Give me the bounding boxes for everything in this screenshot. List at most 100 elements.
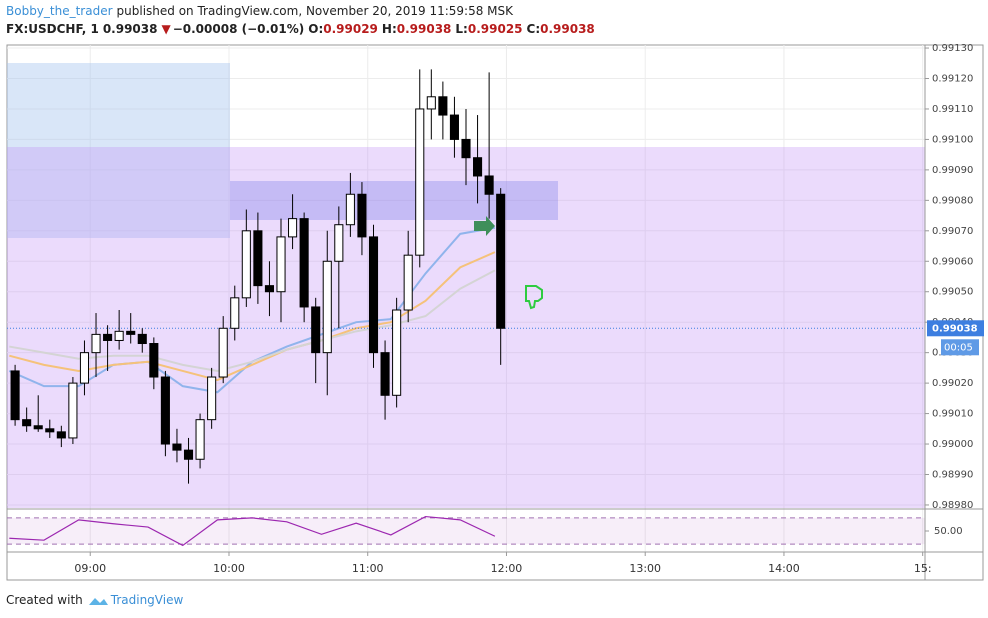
candle-body xyxy=(368,236,379,354)
author: Bobby_the_trader xyxy=(6,4,113,18)
ma-line xyxy=(9,269,496,372)
candle-body xyxy=(22,419,32,427)
price-tag xyxy=(927,320,984,337)
x-tick-label: 14:00 xyxy=(768,562,800,575)
candle-body xyxy=(241,230,251,299)
candle-body xyxy=(160,376,170,445)
x-tick-label: 15: xyxy=(914,562,932,575)
footer: Created with TradingView xyxy=(6,593,187,608)
candle-body xyxy=(230,297,240,329)
y-tick-label: 0.99120 xyxy=(932,74,973,85)
candle-body xyxy=(183,449,194,460)
header-line: Bobby_the_trader published on TradingView… xyxy=(6,4,517,18)
ohlc-label: L: xyxy=(455,22,468,36)
candle-body xyxy=(218,327,228,378)
countdown-label: 00:05 xyxy=(944,342,973,353)
last: 0.99038 xyxy=(102,22,158,36)
candle-body xyxy=(172,443,182,451)
candle-body xyxy=(126,330,136,335)
y-tick-label: 0.99130 xyxy=(932,43,973,54)
candle-body xyxy=(449,114,459,140)
zone xyxy=(7,63,230,238)
candle-body xyxy=(484,175,494,195)
rsi-band xyxy=(7,517,925,545)
price-tag-label: 0.99038 xyxy=(932,323,978,334)
ohlc-value: 0.99038 xyxy=(540,22,595,36)
candle-body xyxy=(149,343,159,378)
rsi-line xyxy=(9,515,496,547)
rsi-tick-label: 50.00 xyxy=(934,526,963,537)
ohlc-label: C: xyxy=(526,22,541,36)
candle-body xyxy=(276,236,286,293)
candle-body xyxy=(299,218,309,308)
candle-body xyxy=(322,260,332,354)
thumbs-down-icon xyxy=(525,285,543,310)
x-tick-label: 11:00 xyxy=(352,562,384,575)
candle-body xyxy=(10,370,20,421)
ma-line xyxy=(9,251,496,382)
candle-body xyxy=(207,376,217,421)
grid xyxy=(7,45,925,552)
footer-text: Created with xyxy=(6,593,83,607)
axis: 0.98980 0.98990 0.99000 0.99010 0.99020 0.990… xyxy=(74,43,984,575)
candle-body xyxy=(114,330,124,341)
y-tick-label: 0.99070 xyxy=(932,226,973,237)
candle-body xyxy=(288,218,298,238)
zone xyxy=(7,147,925,508)
candle-body xyxy=(253,230,263,287)
candle-body xyxy=(496,193,506,329)
y-tick-label: 0.99060 xyxy=(932,256,973,267)
arrow-icon xyxy=(474,216,495,236)
candle-body xyxy=(103,333,113,341)
ohlc-value: 0.99038 xyxy=(396,22,452,36)
symbol: FX:USDCHF, 1 xyxy=(6,22,99,36)
y-tick-label: 0.98980 xyxy=(932,500,973,511)
candle-body xyxy=(403,254,413,311)
brand: TradingView xyxy=(110,593,184,607)
y-tick-label: 0.99020 xyxy=(932,378,973,389)
ohlc-label: O: xyxy=(308,22,324,36)
y-tick-label: 0.99080 xyxy=(932,195,973,206)
logo xyxy=(88,597,108,605)
frame xyxy=(6,44,984,581)
y-tick-label: 0.99110 xyxy=(932,104,973,115)
candle-body xyxy=(311,306,321,354)
candle-body xyxy=(68,382,78,439)
candle-body xyxy=(415,108,425,256)
candle-body xyxy=(426,96,436,110)
ohlc: O:0.99029 H:0.99038 L:0.99025 C:0.99038 xyxy=(308,22,599,36)
candle-body xyxy=(334,224,344,262)
published: published on TradingView.com, November 2… xyxy=(116,4,513,18)
x-tick-label: 12:00 xyxy=(491,562,523,575)
candle-body xyxy=(137,333,147,345)
zone xyxy=(230,181,558,220)
x-tick-label: 09:00 xyxy=(74,562,106,575)
candle-body xyxy=(357,193,367,238)
y-tick-label: 0.99050 xyxy=(932,287,973,298)
arrow: ▼ xyxy=(161,22,171,36)
header-line: FX:USDCHF, 1 0.99038 ▼ −0.00008 (−0.01%) O:0… xyxy=(6,22,603,36)
ohlc-value: 0.99029 xyxy=(323,22,378,36)
y-tick-label: 0.98990 xyxy=(932,469,973,480)
plot xyxy=(7,69,925,547)
change: −0.00008 (−0.01%) xyxy=(172,22,305,36)
candle-body xyxy=(45,428,55,433)
candle-body xyxy=(264,285,274,293)
candle-body xyxy=(380,352,390,396)
candle-body xyxy=(79,352,90,384)
x-tick-label: 10:00 xyxy=(213,562,245,575)
countdown-tag xyxy=(941,339,979,356)
y-tick-label: 0.99100 xyxy=(932,134,973,145)
candle-body xyxy=(438,96,448,116)
candle-body xyxy=(473,157,483,177)
y-tick-label: 0.99090 xyxy=(932,165,973,176)
candle-body xyxy=(33,425,43,430)
x-tick-label: 13:00 xyxy=(629,562,661,575)
candle-body xyxy=(91,333,101,354)
candle-body xyxy=(392,309,402,396)
ohlc-value: 0.99025 xyxy=(467,22,523,36)
candle-body xyxy=(195,419,205,460)
y-tick-label: 0.99000 xyxy=(932,439,973,450)
